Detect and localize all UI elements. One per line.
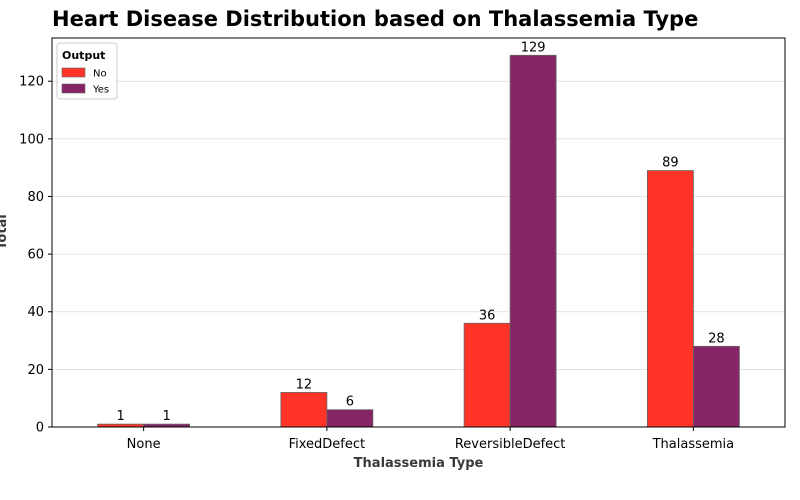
bar-no-fixeddefect — [280, 392, 328, 428]
x-tick-label: None — [127, 437, 161, 452]
y-tick-label: 0 — [36, 421, 44, 436]
bar-value-label: 1 — [116, 409, 124, 424]
grid-lines — [52, 80, 785, 428]
legend-label-no: No — [93, 69, 107, 80]
bar-labels: 1 1 12 6 36 129 89 28 — [116, 40, 724, 424]
x-axis-ticks: None FixedDefect ReversibleDefect Thalassem… — [127, 427, 734, 452]
bar-yes-fixeddefect — [326, 409, 374, 428]
bar-yes-thalassemia — [692, 345, 740, 428]
y-tick-label: 60 — [27, 248, 44, 263]
legend: Output No Yes — [56, 42, 118, 100]
x-tick-label: Thalassemia — [652, 437, 735, 452]
bar-value-label: 89 — [662, 156, 679, 171]
bars — [97, 54, 740, 428]
y-tick-label: 40 — [27, 305, 44, 320]
y-tick-label: 120 — [19, 75, 44, 90]
y-tick-label: 80 — [27, 190, 44, 205]
y-tick-label: 100 — [19, 132, 44, 147]
y-axis-label: Total — [0, 214, 10, 250]
y-axis-ticks: 0 20 40 60 80 100 120 — [19, 75, 52, 436]
bar-value-label: 129 — [521, 40, 546, 55]
legend-swatch-no — [61, 67, 86, 78]
bar-no-reversibledefect — [463, 322, 511, 428]
legend-swatch-yes — [61, 83, 86, 94]
legend-title: Output — [62, 49, 105, 62]
x-tick-label: FixedDefect — [289, 437, 366, 452]
bar-no-thalassemia — [646, 170, 694, 428]
x-axis-label: Thalassemia Type — [354, 456, 484, 471]
bar-value-label: 12 — [296, 377, 313, 392]
bar-value-label: 28 — [708, 331, 725, 346]
bar-value-label: 1 — [162, 409, 170, 424]
plot-frame — [51, 37, 786, 428]
legend-label-yes: Yes — [92, 85, 109, 96]
bar-value-label: 36 — [479, 308, 496, 323]
bar-yes-reversibledefect — [509, 54, 557, 428]
chart-title: Heart Disease Distribution based on Thal… — [52, 7, 698, 31]
bar-value-label: 6 — [346, 395, 354, 410]
y-tick-label: 20 — [27, 363, 44, 378]
x-tick-label: ReversibleDefect — [455, 437, 566, 452]
